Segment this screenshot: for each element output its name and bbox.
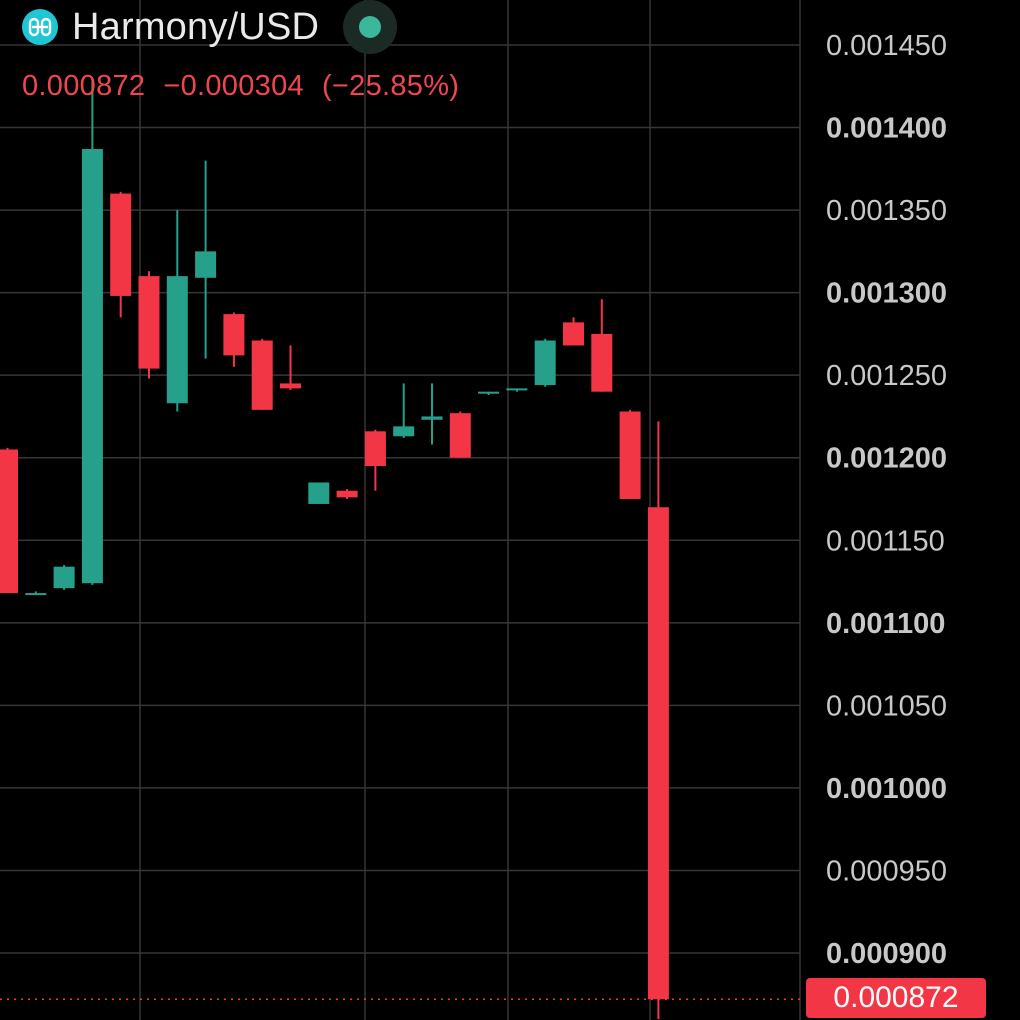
price-quote: 0.000872 −0.000304 (−25.85%) xyxy=(22,70,477,103)
candle-body xyxy=(591,333,613,392)
y-tick-label: 0.001100 xyxy=(826,608,945,640)
candle-body xyxy=(251,340,273,410)
candle-body xyxy=(308,482,330,504)
candle xyxy=(0,447,18,594)
harmony-logo-icon xyxy=(22,9,58,45)
candles xyxy=(0,78,669,1020)
candle xyxy=(308,482,330,504)
y-tick-label: 0.001300 xyxy=(826,278,947,310)
last-price-tag: 0.000872 xyxy=(806,978,986,1018)
symbol-header: Harmony/USD xyxy=(22,0,398,54)
candle xyxy=(619,409,641,499)
candle xyxy=(110,191,132,318)
y-tick-label: 0.000950 xyxy=(826,855,947,887)
candle xyxy=(251,338,273,410)
candle-body xyxy=(195,251,217,278)
grid-lines xyxy=(0,0,801,1020)
y-tick-label: 0.001200 xyxy=(826,443,947,475)
candle-body xyxy=(81,149,103,584)
candle-body xyxy=(25,593,47,596)
candle-body xyxy=(280,383,301,389)
candle xyxy=(25,591,47,596)
candle xyxy=(393,383,415,438)
candle xyxy=(563,317,584,346)
candle-body xyxy=(364,431,386,466)
candle xyxy=(591,299,613,392)
price-change-percent: (−25.85%) xyxy=(321,70,460,102)
candle xyxy=(195,160,217,359)
candle-body xyxy=(0,449,18,594)
status-dot xyxy=(359,16,382,38)
candle xyxy=(647,421,669,1020)
y-tick-label: 0.001150 xyxy=(826,525,945,557)
y-tick-label: 0.001000 xyxy=(826,773,947,805)
candle xyxy=(138,271,160,379)
candle-body xyxy=(619,411,641,499)
candle-body xyxy=(421,416,443,420)
candle xyxy=(223,312,245,367)
y-tick-label: 0.001450 xyxy=(826,30,947,62)
candle xyxy=(336,489,358,499)
candle xyxy=(421,383,443,445)
y-tick-label: 0.001250 xyxy=(826,360,947,392)
symbol-title[interactable]: Harmony/USD xyxy=(72,5,320,48)
candle xyxy=(364,429,386,491)
candle xyxy=(81,78,103,585)
candle-body xyxy=(223,314,245,356)
candle-body xyxy=(506,388,528,391)
y-tick-label: 0.001050 xyxy=(826,690,947,722)
price-axis: 0.001450 0.001400 0.001350 0.001300 0.001250… xyxy=(826,30,947,970)
candle-body xyxy=(449,413,471,458)
last-price: 0.000872 xyxy=(22,70,146,102)
candle xyxy=(166,210,188,412)
candle-body xyxy=(478,391,500,394)
candle xyxy=(449,411,471,458)
price-change: −0.000304 xyxy=(163,70,304,102)
y-tick-label: 0.001400 xyxy=(826,113,947,145)
candle-body xyxy=(563,322,584,346)
market-status-dot-icon[interactable] xyxy=(343,0,398,54)
candle xyxy=(506,388,528,392)
candle-body xyxy=(393,426,415,437)
candle xyxy=(534,338,556,387)
candle-body xyxy=(110,193,132,296)
candle xyxy=(478,391,500,395)
candle-body xyxy=(138,276,160,369)
y-tick-label: 0.001350 xyxy=(826,195,947,227)
candle-body xyxy=(647,507,669,1000)
candle-body xyxy=(53,566,75,589)
candle-body xyxy=(336,490,358,498)
y-tick-label: 0.000900 xyxy=(826,938,947,970)
candle xyxy=(53,565,75,590)
candle xyxy=(280,345,301,391)
candle-body xyxy=(166,276,188,404)
candle-body xyxy=(534,340,556,386)
